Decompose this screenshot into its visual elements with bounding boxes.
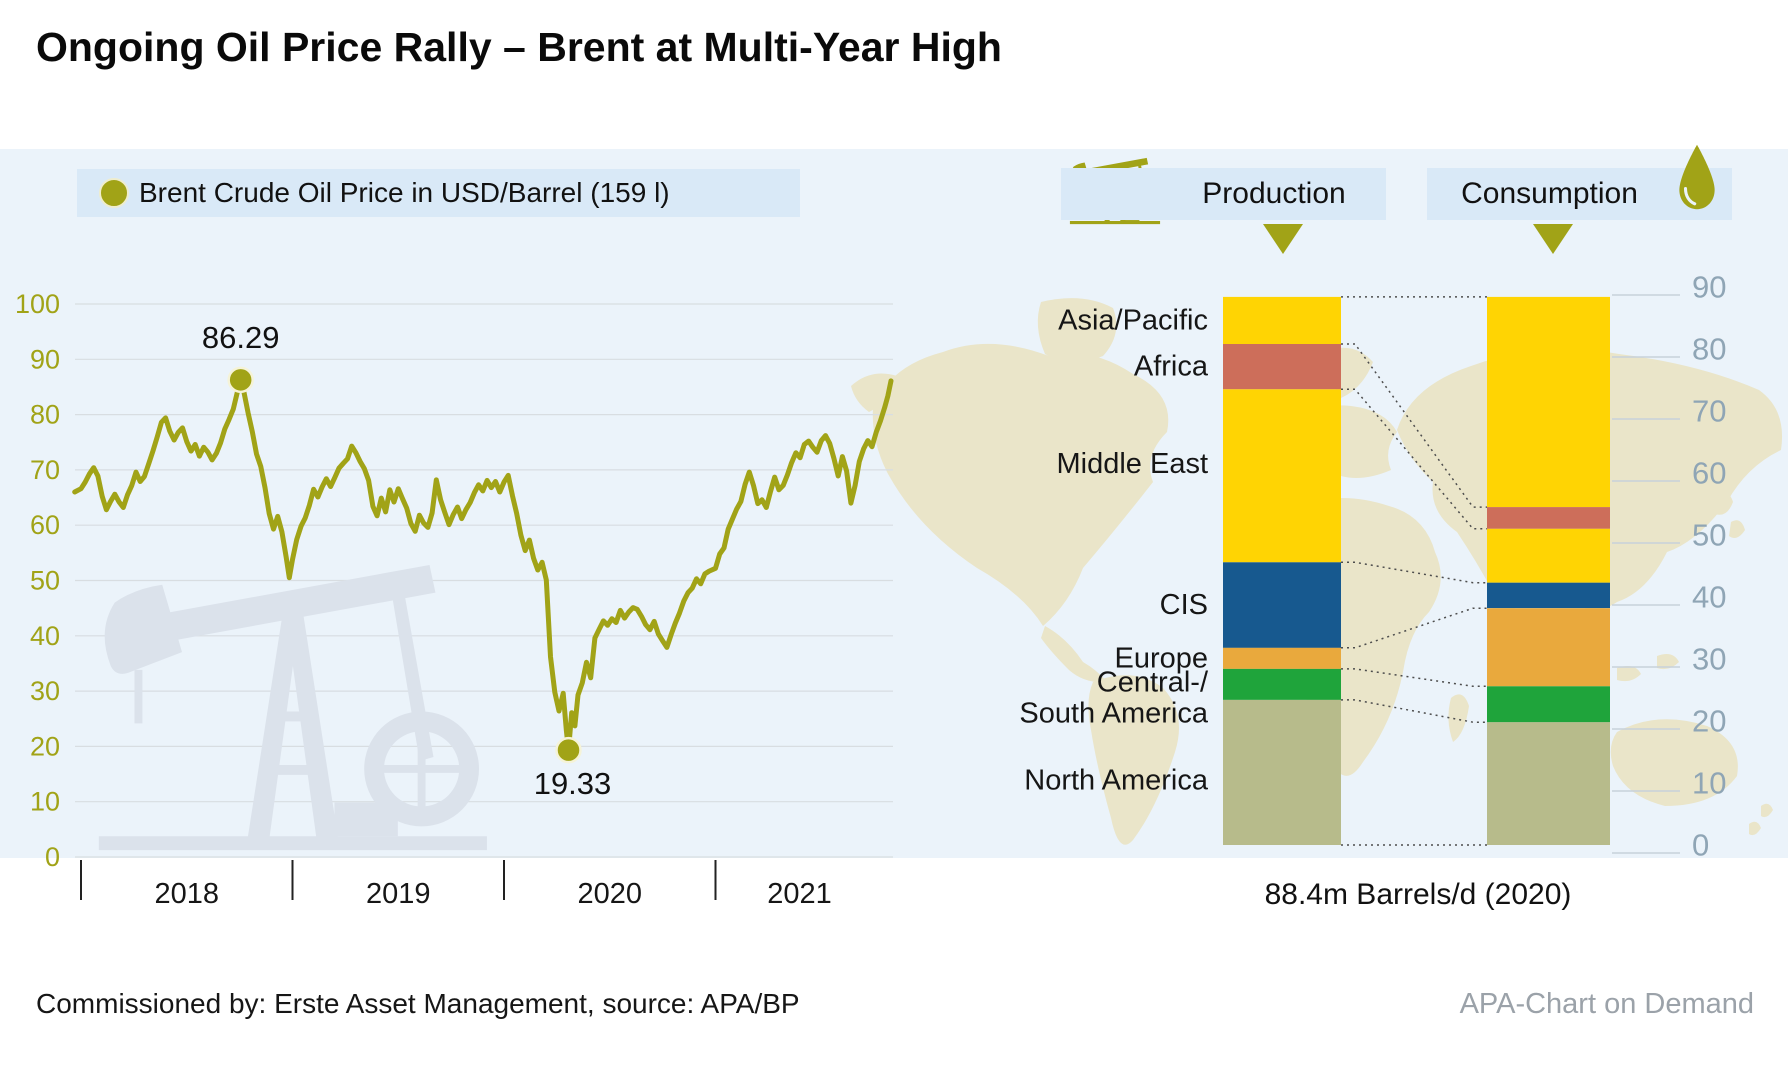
production-segment-europe	[1223, 647, 1341, 669]
production-segment-central-south-america	[1223, 668, 1341, 700]
region-label: Africa	[1134, 351, 1209, 383]
legend-marker-icon	[99, 178, 129, 208]
right-y-axis-tick-label: 10	[1692, 766, 1726, 801]
x-axis-year-label: 2019	[366, 878, 431, 910]
production-segment-north-america	[1223, 699, 1341, 845]
bars-unit-label: 88.4m Barrels/d (2020)	[1264, 878, 1572, 911]
segment-connector-line	[1341, 343, 1487, 508]
source-note: Commissioned by: Erste Asset Management,…	[36, 988, 800, 1019]
x-axis-year-label: 2018	[154, 878, 219, 910]
left-y-axis-tick-label: 60	[30, 510, 60, 540]
legend: Brent Crude Oil Price in USD/Barrel (159…	[77, 169, 800, 217]
left-y-axis-tick-label: 50	[30, 566, 60, 596]
right-y-axis-tick-label: 60	[1692, 456, 1726, 491]
region-label: North America	[1024, 764, 1209, 796]
segment-connector-line	[1341, 699, 1487, 723]
price-extreme-label: 19.33	[534, 766, 612, 801]
production-segment-cis	[1223, 562, 1341, 648]
legend-label: Brent Crude Oil Price in USD/Barrel (159…	[139, 177, 670, 208]
left-y-axis-tick-label: 100	[15, 289, 60, 319]
consumption-pointer-icon	[1533, 224, 1573, 254]
left-y-axis-tick-label: 20	[30, 731, 60, 761]
consumption-segment-asia-pacific	[1487, 296, 1610, 508]
segment-connector-line	[1341, 561, 1487, 584]
consumption-segment-middle-east	[1487, 528, 1610, 583]
oil-drop-icon	[1679, 144, 1715, 210]
price-extreme-marker	[227, 366, 254, 394]
chart-layers: 2018 2019 2020 2021 86.29 19.33 0 10 20 30 40 50 60 7…	[72, 270, 1726, 910]
pumpjack-watermark-icon	[98, 564, 487, 851]
left-y-axis-tick-label: 90	[30, 344, 60, 374]
right-y-axis-tick-label: 30	[1692, 642, 1726, 677]
production-segment-asia-pacific	[1223, 296, 1341, 344]
consumption-segment-north-america	[1487, 722, 1610, 845]
line-chart-grid: 0 10 20 30 40 50 60 70 80 90 100	[15, 289, 893, 872]
consumption-segment-europe	[1487, 608, 1610, 687]
right-y-axis-tick-label: 80	[1692, 332, 1726, 367]
right-y-axis-tick-label: 50	[1692, 518, 1726, 553]
segment-connector-line	[1341, 388, 1487, 530]
left-y-axis-tick-label: 80	[30, 400, 60, 430]
left-y-axis-tick-label: 0	[45, 842, 60, 872]
left-y-axis-tick-label: 70	[30, 455, 60, 485]
production-header: Production	[1061, 168, 1386, 220]
left-y-axis-tick-label: 40	[30, 621, 60, 651]
x-axis-year-label: 2020	[577, 878, 642, 910]
production-label: Production	[1202, 177, 1346, 210]
price-extreme-marker	[555, 736, 582, 764]
region-label: CIS	[1160, 589, 1208, 621]
production-segment-africa	[1223, 344, 1341, 390]
right-y-axis-tick-label: 40	[1692, 580, 1726, 615]
consumption-segment-central-south-america	[1487, 686, 1610, 723]
brand-note: APA-Chart on Demand	[1459, 988, 1754, 1020]
right-y-axis-tick-label: 90	[1692, 270, 1726, 305]
consumption-segment-cis	[1487, 582, 1610, 609]
consumption-label: Consumption	[1461, 177, 1638, 210]
right-y-axis-tick-label: 0	[1692, 828, 1709, 863]
consumption-segment-africa	[1487, 507, 1610, 529]
right-y-axis-tick-label: 20	[1692, 704, 1726, 739]
production-pointer-icon	[1263, 224, 1303, 254]
left-y-axis-tick-label: 10	[30, 787, 60, 817]
region-label: Middle East	[1056, 448, 1208, 480]
region-label: Europe	[1114, 642, 1208, 674]
page-title: Ongoing Oil Price Rally – Brent at Multi…	[36, 24, 1002, 70]
price-extreme-label: 86.29	[202, 320, 280, 355]
brent-price-line	[72, 377, 894, 753]
x-axis-year-label: 2021	[767, 878, 832, 910]
production-segment-middle-east	[1223, 389, 1341, 563]
region-label: Central-/South America	[1019, 666, 1209, 729]
region-label: Asia/Pacific	[1058, 304, 1208, 336]
segment-connector-line	[1341, 607, 1487, 649]
left-y-axis-tick-label: 30	[30, 676, 60, 706]
segment-connector-line	[1341, 668, 1487, 688]
right-y-axis-tick-label: 70	[1692, 394, 1726, 429]
